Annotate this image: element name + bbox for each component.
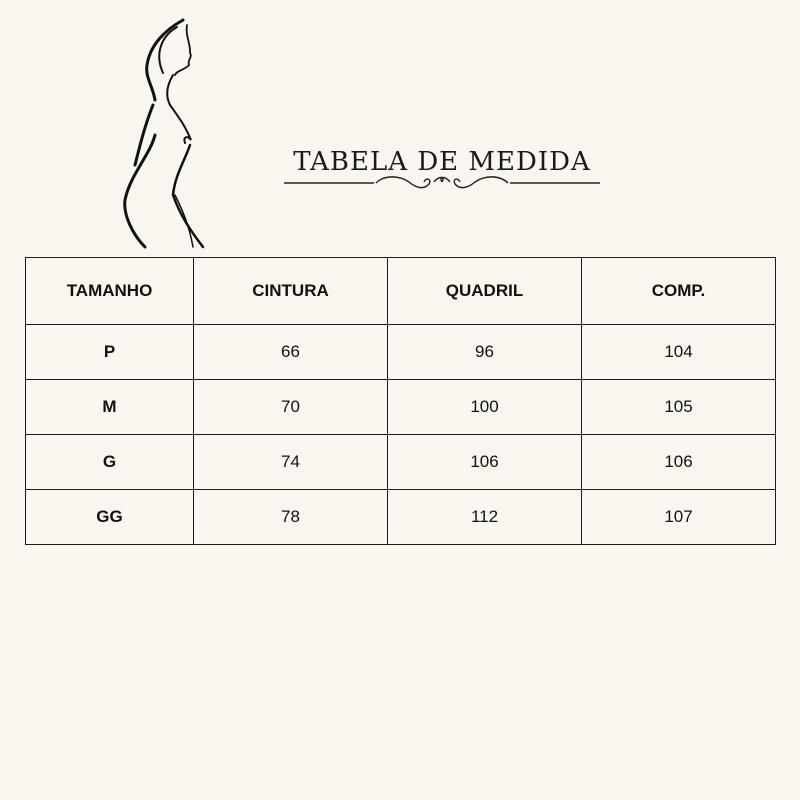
cell-waist: 74	[193, 434, 388, 490]
cell-length: 105	[581, 379, 776, 435]
page-title: TABELA DE MEDIDA	[293, 147, 591, 178]
cell-waist: 66	[193, 324, 388, 380]
cell-length: 104	[581, 324, 776, 380]
cell-size: G	[25, 434, 194, 490]
table-header-row: TAMANHO CINTURA QUADRIL COMP.	[25, 257, 776, 325]
size-table: TAMANHO CINTURA QUADRIL COMP. P 66 96 10…	[25, 257, 776, 545]
table-row: G 74 106 106	[25, 434, 776, 490]
cell-hip: 106	[387, 434, 582, 490]
cell-hip: 112	[387, 489, 582, 545]
cell-hip: 96	[387, 324, 582, 380]
table-row: M 70 100 105	[25, 379, 776, 435]
table-row: GG 78 112 107	[25, 489, 776, 545]
cell-size: GG	[25, 489, 194, 545]
cell-size: P	[25, 324, 194, 380]
flourish-divider-icon	[284, 176, 600, 189]
table-row: P 66 96 104	[25, 324, 776, 380]
header-waist: CINTURA	[193, 257, 388, 325]
header-length: COMP.	[581, 257, 776, 325]
woman-silhouette-icon	[123, 18, 205, 249]
cell-hip: 100	[387, 379, 582, 435]
header-size: TAMANHO	[25, 257, 194, 325]
cell-length: 106	[581, 434, 776, 490]
cell-length: 107	[581, 489, 776, 545]
cell-waist: 70	[193, 379, 388, 435]
header-hip: QUADRIL	[387, 257, 582, 325]
cell-size: M	[25, 379, 194, 435]
cell-waist: 78	[193, 489, 388, 545]
